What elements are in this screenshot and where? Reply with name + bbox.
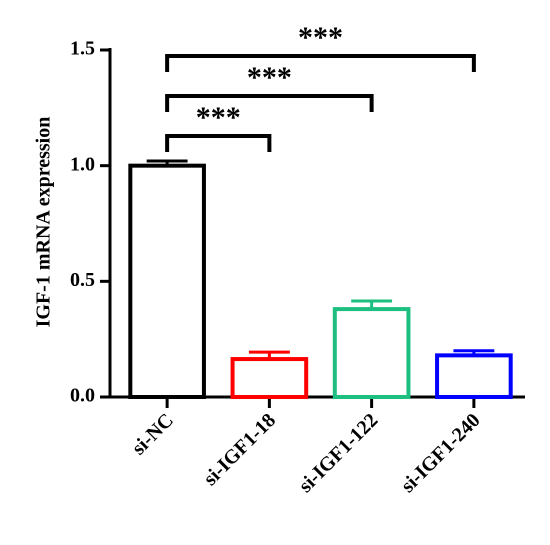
y-tick-label: 0.5: [70, 269, 95, 291]
bar: [435, 353, 513, 399]
significance-label: ***: [247, 61, 292, 94]
y-tick-label: 1.0: [70, 153, 95, 175]
significance-label: ***: [298, 21, 343, 54]
error-bar: [351, 299, 393, 310]
x-tick-label: si-IGF1-122: [295, 409, 383, 497]
x-tick-label: si-IGF1-18: [199, 409, 280, 490]
y-tick-label: 1.5: [70, 38, 95, 60]
x-tick-label: si-IGF1-240: [397, 409, 485, 497]
y-axis-label: IGF-1 mRNA expression: [33, 117, 55, 328]
bar: [230, 357, 309, 400]
bar: [128, 163, 206, 399]
x-tick-label: si-NC: [128, 409, 178, 459]
error-bar: [248, 350, 290, 360]
error-bar: [146, 159, 188, 166]
significance-bracket: [165, 54, 476, 72]
bar: [332, 307, 411, 399]
significance-bracket: [165, 94, 374, 112]
significance-label: ***: [196, 101, 241, 134]
error-bar: [453, 349, 495, 356]
y-tick-label: 0.0: [70, 385, 95, 407]
significance-bracket: [165, 134, 272, 152]
